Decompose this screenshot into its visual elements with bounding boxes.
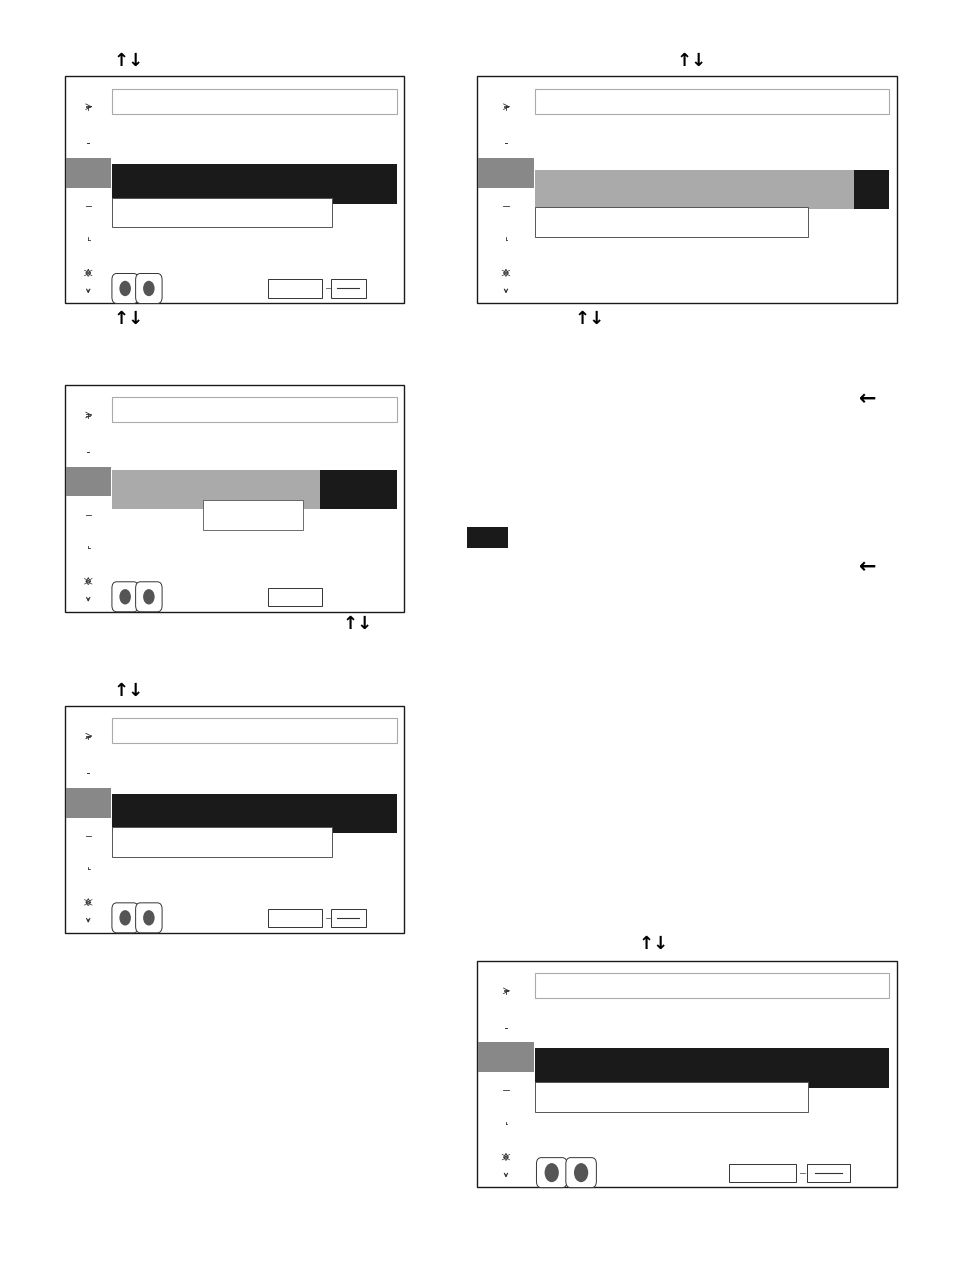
FancyBboxPatch shape (467, 527, 507, 548)
FancyBboxPatch shape (476, 961, 896, 1187)
FancyBboxPatch shape (112, 89, 397, 113)
FancyBboxPatch shape (535, 973, 888, 998)
FancyBboxPatch shape (535, 208, 807, 237)
FancyBboxPatch shape (135, 582, 162, 612)
FancyBboxPatch shape (112, 470, 320, 510)
FancyBboxPatch shape (535, 169, 853, 209)
FancyBboxPatch shape (331, 908, 366, 927)
FancyBboxPatch shape (268, 279, 322, 298)
Text: ↑↓: ↑↓ (638, 935, 668, 953)
Circle shape (119, 280, 131, 296)
Circle shape (119, 589, 131, 604)
Circle shape (143, 280, 154, 296)
Text: ↑↓: ↑↓ (676, 52, 706, 70)
FancyBboxPatch shape (477, 1042, 533, 1073)
FancyBboxPatch shape (65, 385, 403, 612)
Circle shape (143, 589, 154, 604)
FancyBboxPatch shape (203, 501, 303, 530)
FancyBboxPatch shape (331, 279, 366, 298)
FancyBboxPatch shape (112, 197, 332, 228)
FancyBboxPatch shape (112, 719, 397, 743)
FancyBboxPatch shape (536, 1158, 566, 1187)
Text: ↑↓: ↑↓ (574, 310, 604, 327)
Text: ↑↓: ↑↓ (113, 682, 144, 699)
FancyBboxPatch shape (65, 76, 403, 303)
FancyBboxPatch shape (728, 1163, 795, 1182)
FancyBboxPatch shape (805, 1163, 849, 1182)
FancyBboxPatch shape (320, 470, 397, 510)
FancyBboxPatch shape (66, 158, 111, 189)
FancyBboxPatch shape (135, 274, 162, 303)
FancyBboxPatch shape (112, 827, 332, 857)
FancyBboxPatch shape (268, 908, 322, 927)
FancyBboxPatch shape (535, 89, 888, 113)
FancyBboxPatch shape (65, 706, 403, 933)
Circle shape (544, 1163, 558, 1182)
FancyBboxPatch shape (268, 587, 322, 606)
FancyBboxPatch shape (853, 169, 888, 209)
Circle shape (574, 1163, 588, 1182)
FancyBboxPatch shape (112, 274, 138, 303)
FancyBboxPatch shape (535, 1082, 807, 1112)
FancyBboxPatch shape (112, 164, 397, 204)
FancyBboxPatch shape (565, 1158, 596, 1187)
FancyBboxPatch shape (66, 787, 111, 818)
Text: ↑↓: ↑↓ (113, 310, 144, 327)
FancyBboxPatch shape (112, 397, 397, 422)
FancyBboxPatch shape (112, 903, 138, 933)
Text: ←: ← (859, 557, 876, 577)
FancyBboxPatch shape (112, 582, 138, 612)
Circle shape (143, 910, 154, 925)
Text: ↑↓: ↑↓ (342, 615, 373, 633)
FancyBboxPatch shape (476, 76, 896, 303)
Text: ←: ← (859, 389, 876, 409)
FancyBboxPatch shape (112, 794, 397, 833)
Circle shape (119, 910, 131, 925)
FancyBboxPatch shape (66, 466, 111, 497)
FancyBboxPatch shape (135, 903, 162, 933)
FancyBboxPatch shape (535, 1049, 888, 1088)
FancyBboxPatch shape (477, 158, 533, 189)
Text: ↑↓: ↑↓ (113, 52, 144, 70)
